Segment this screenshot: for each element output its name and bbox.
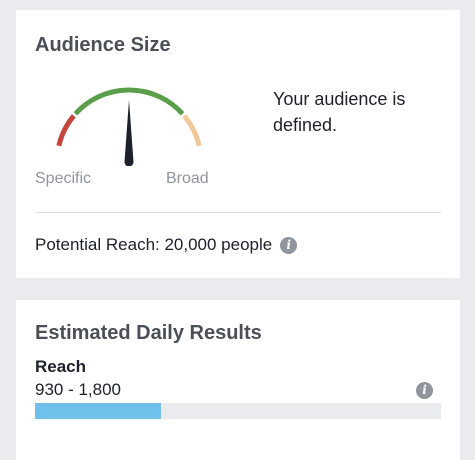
gauge-arc-specific <box>56 114 76 147</box>
potential-reach-text: Potential Reach: 20,000 people <box>35 235 273 254</box>
audience-status-text: Your audience is defined. <box>273 89 406 135</box>
divider <box>35 212 441 213</box>
estimated-daily-results-card: Estimated Daily Results Reach 930 - 1,80… <box>16 300 460 460</box>
gauge-arc-defined <box>73 87 185 116</box>
potential-reach-row: Potential Reach: 20,000 people i <box>35 235 298 255</box>
estimated-daily-results-title: Estimated Daily Results <box>35 322 262 344</box>
audience-size-card: Audience Size Specific Broad Your audien… <box>16 10 460 278</box>
audience-gauge: Specific Broad <box>35 76 225 196</box>
audience-size-title: Audience Size <box>35 34 171 56</box>
gauge-label-broad: Broad <box>166 170 209 187</box>
reach-range: 930 - 1,800 <box>35 380 122 399</box>
info-icon[interactable]: i <box>416 382 433 399</box>
gauge-arc-broad <box>182 114 202 147</box>
info-icon[interactable]: i <box>280 236 298 254</box>
gauge-needle <box>124 100 134 166</box>
reach-progress-fill <box>35 403 161 419</box>
reach-progress-bar <box>35 403 441 419</box>
reach-label: Reach <box>35 357 87 376</box>
gauge-label-specific: Specific <box>35 170 92 187</box>
gauge-dial <box>56 87 202 166</box>
